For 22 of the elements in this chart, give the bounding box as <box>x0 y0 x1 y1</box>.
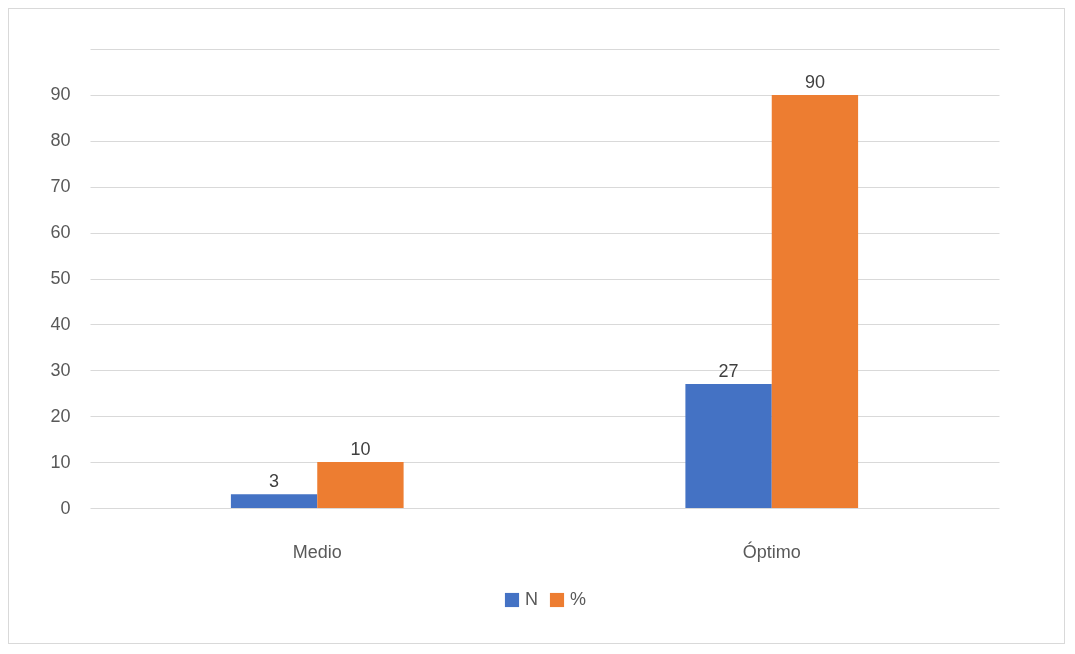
y-tick-label: 60 <box>50 222 71 243</box>
x-tick-label: Óptimo <box>742 540 801 562</box>
bar <box>317 462 404 508</box>
data-label: 3 <box>269 471 280 492</box>
data-label: 10 <box>350 439 371 460</box>
y-tick-label: 20 <box>50 405 71 426</box>
data-label: 90 <box>804 71 825 92</box>
y-tick-label: 30 <box>50 359 71 380</box>
bar <box>230 494 318 508</box>
y-tick-label: 70 <box>50 176 71 197</box>
bar <box>771 94 859 508</box>
y-tick-label: 40 <box>50 313 71 334</box>
legend-label: % <box>570 589 587 609</box>
bar <box>685 384 772 508</box>
y-tick-label: 50 <box>50 268 71 288</box>
y-tick-label: 80 <box>50 130 71 151</box>
y-tick-label: 0 <box>60 497 71 518</box>
legend-label: N <box>525 589 538 609</box>
data-label: 27 <box>718 361 739 382</box>
x-tick-label: Medio <box>292 541 342 562</box>
y-tick-label: 10 <box>50 451 71 472</box>
y-tick-label: 90 <box>50 84 71 105</box>
